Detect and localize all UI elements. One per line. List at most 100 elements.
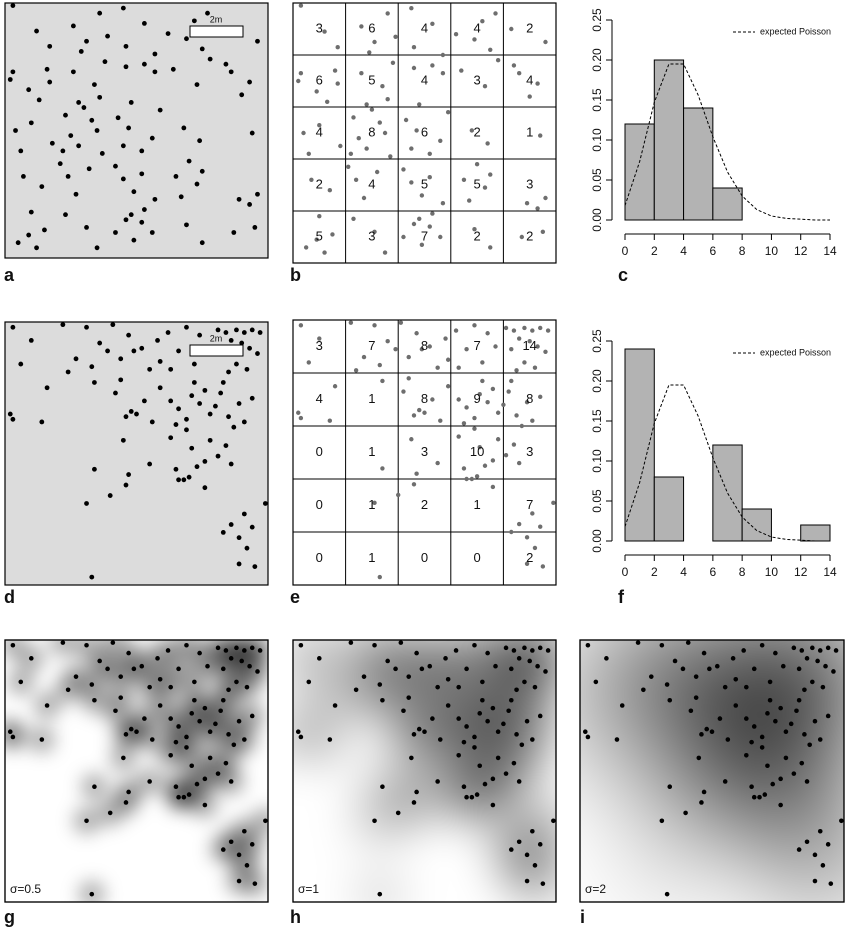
point — [332, 703, 338, 708]
point — [228, 522, 234, 527]
point — [199, 168, 205, 174]
point — [414, 471, 419, 476]
quadrat-count: 5 — [316, 228, 323, 243]
point — [406, 674, 412, 679]
point — [348, 320, 354, 325]
point — [338, 143, 343, 149]
panel-label: h — [290, 907, 301, 927]
quadrat-count: 4 — [526, 72, 533, 87]
point — [15, 240, 21, 246]
point — [477, 763, 483, 769]
point — [485, 718, 490, 724]
point — [791, 645, 797, 651]
point — [791, 771, 797, 776]
point — [295, 729, 301, 734]
point — [422, 729, 427, 734]
quadrat-count: 1 — [368, 497, 375, 512]
y-tick-label: 0.15 — [590, 88, 604, 112]
point — [770, 781, 776, 787]
point — [459, 68, 464, 73]
point — [440, 71, 446, 76]
point — [427, 175, 432, 180]
point — [118, 674, 124, 679]
point — [155, 656, 160, 661]
point — [751, 724, 757, 729]
point — [115, 115, 121, 121]
point — [414, 650, 419, 656]
point — [241, 330, 247, 335]
point — [139, 171, 145, 177]
point — [89, 891, 95, 897]
point — [147, 461, 153, 467]
y-tick-label: 0.05 — [590, 168, 604, 192]
point — [417, 216, 422, 221]
point — [472, 37, 477, 42]
point — [207, 729, 213, 734]
point — [236, 401, 242, 406]
point — [184, 324, 189, 330]
point — [139, 148, 145, 154]
expected-curve — [624, 63, 830, 221]
point — [535, 81, 540, 86]
point — [202, 776, 208, 782]
point — [306, 151, 311, 156]
point — [220, 530, 226, 535]
point — [409, 180, 414, 185]
point — [409, 6, 414, 11]
point — [456, 365, 461, 370]
panel-border — [579, 639, 845, 903]
quadrat-count: 8 — [421, 391, 428, 406]
point — [92, 784, 97, 790]
point — [223, 648, 229, 653]
point — [393, 34, 398, 39]
density-surface — [293, 640, 556, 902]
point — [306, 360, 311, 365]
point — [249, 842, 255, 847]
panel-frame — [4, 321, 269, 586]
point — [220, 666, 226, 672]
point — [231, 230, 237, 235]
point — [157, 677, 163, 682]
quadrat-count: 8 — [526, 391, 533, 406]
point — [332, 384, 338, 389]
point — [524, 718, 530, 724]
point — [353, 687, 359, 693]
point — [619, 703, 625, 708]
point — [538, 394, 543, 400]
point — [435, 365, 440, 370]
density-kernel — [353, 868, 406, 902]
point — [767, 697, 773, 703]
point — [419, 346, 425, 352]
point — [537, 842, 543, 847]
quadrat-count: 0 — [473, 550, 480, 565]
point — [516, 336, 522, 341]
point — [202, 705, 208, 711]
point — [257, 648, 263, 653]
point — [530, 418, 535, 423]
point — [348, 151, 354, 156]
point — [778, 802, 783, 808]
point — [509, 26, 514, 32]
density-kernel — [780, 833, 844, 902]
point — [524, 201, 530, 206]
point — [7, 411, 13, 417]
point — [131, 237, 137, 243]
point — [184, 642, 189, 648]
point — [464, 724, 469, 729]
point — [393, 666, 398, 672]
x-tick-label: 2 — [651, 565, 658, 579]
point — [683, 810, 688, 816]
point — [477, 392, 482, 397]
point — [126, 789, 131, 795]
point — [97, 94, 103, 100]
point — [751, 666, 757, 672]
point — [780, 663, 786, 669]
point — [438, 418, 443, 423]
point — [322, 29, 327, 34]
point — [443, 656, 448, 661]
point — [231, 424, 237, 430]
histogram-bar — [800, 524, 831, 542]
point — [197, 138, 203, 144]
point — [165, 648, 171, 653]
x-tick-label: 4 — [680, 244, 687, 258]
